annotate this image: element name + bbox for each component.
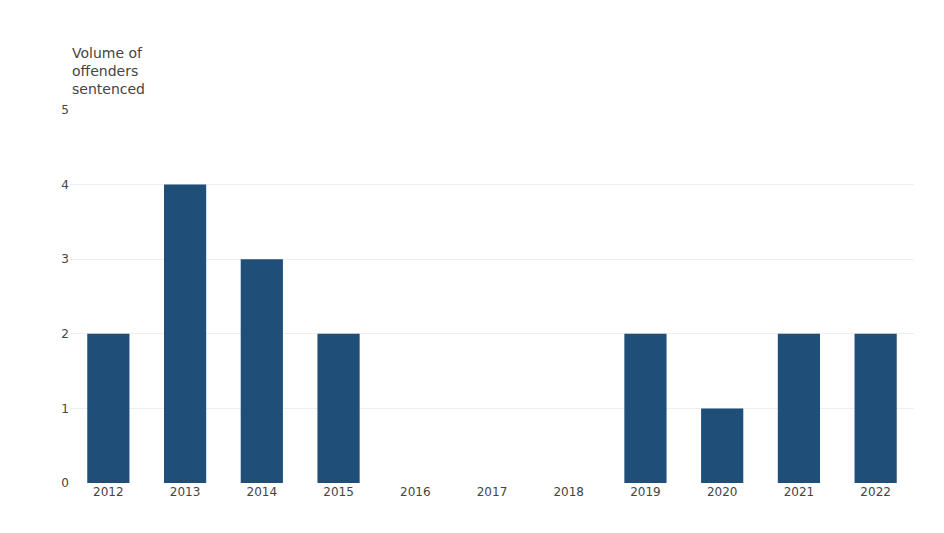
svg-text:2022: 2022 [860,485,891,499]
svg-text:2016: 2016 [400,485,431,499]
svg-text:2013: 2013 [170,485,201,499]
svg-text:4: 4 [61,178,69,192]
svg-text:0: 0 [61,476,69,490]
svg-text:3: 3 [61,252,69,266]
svg-text:2012: 2012 [93,485,124,499]
svg-text:5: 5 [61,103,69,117]
svg-text:2020: 2020 [707,485,738,499]
svg-text:2015: 2015 [323,485,354,499]
svg-text:2021: 2021 [784,485,815,499]
svg-text:Volume ofoffenderssentenced: Volume ofoffenderssentenced [72,45,145,97]
svg-text:2: 2 [61,327,69,341]
svg-text:2014: 2014 [247,485,278,499]
svg-text:2019: 2019 [630,485,661,499]
svg-text:1: 1 [61,402,69,416]
svg-text:2017: 2017 [477,485,508,499]
svg-text:2018: 2018 [553,485,584,499]
